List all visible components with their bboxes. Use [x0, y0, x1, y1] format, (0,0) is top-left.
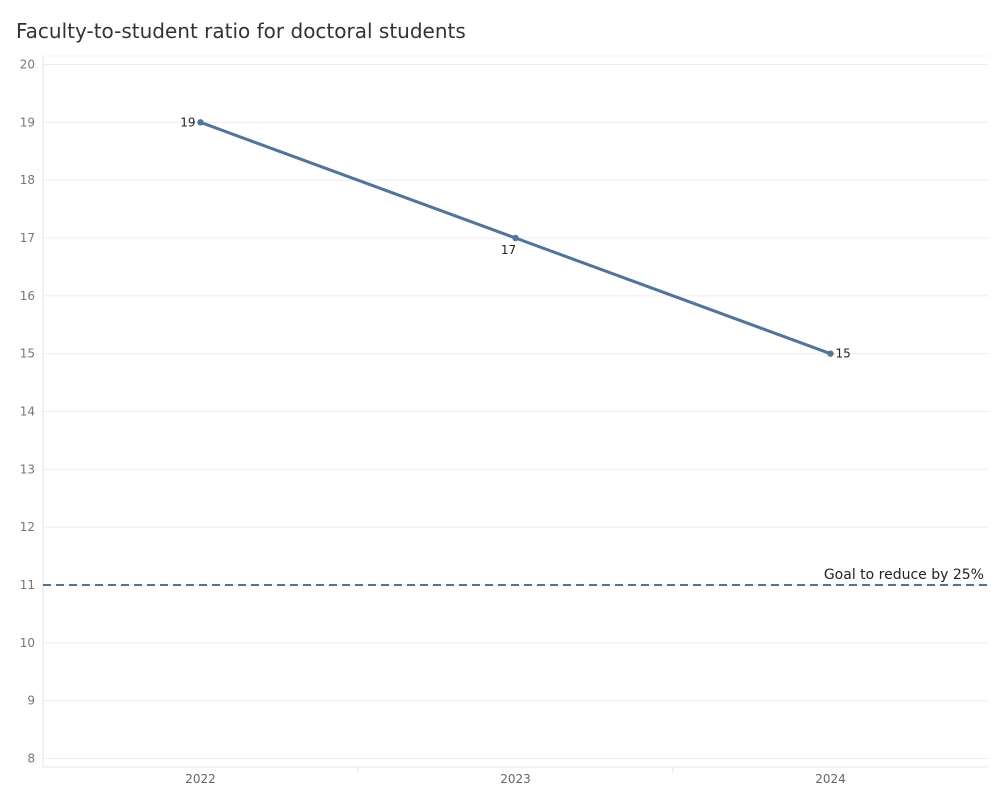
y-tick-label-12: 12 [20, 520, 35, 534]
data-label-2023: 17 [501, 243, 516, 257]
y-tick-label-18: 18 [20, 173, 35, 187]
x-tick-label-2023: 2023 [500, 772, 531, 786]
y-tick-label-13: 13 [20, 462, 35, 476]
data-point-2022 [197, 119, 204, 126]
goal-reference: Goal to reduce by 25% [43, 567, 988, 586]
data-point-2024 [827, 350, 834, 357]
data-label-2024: 15 [836, 347, 851, 361]
y-tick-label-20: 20 [20, 58, 35, 72]
y-tick-label-16: 16 [20, 289, 35, 303]
y-tick-label-19: 19 [20, 115, 35, 129]
x-tick-label-2024: 2024 [815, 772, 846, 786]
goal-line-label: Goal to reduce by 25% [824, 567, 984, 583]
y-tick-label-11: 11 [20, 578, 35, 592]
y-axis-ticks: 20 19 18 17 16 15 14 13 12 11 10 9 8 [20, 58, 35, 766]
data-point-2023 [512, 234, 519, 242]
series-layer: 19 17 15 [180, 115, 851, 360]
data-label-2022: 19 [180, 115, 195, 129]
chart-title: Faculty-to-student ratio for doctoral st… [16, 19, 466, 43]
y-tick-label-9: 9 [27, 694, 35, 708]
y-tick-label-14: 14 [20, 405, 35, 419]
y-tick-label-10: 10 [20, 636, 35, 650]
y-tick-label-17: 17 [20, 231, 35, 245]
axes [42, 55, 988, 773]
y-tick-label-15: 15 [20, 347, 35, 361]
y-tick-label-8: 8 [27, 752, 35, 766]
x-axis-ticks: 2022 2023 2024 [185, 772, 846, 786]
x-tick-label-2022: 2022 [185, 772, 216, 786]
grid-lines [43, 64, 988, 759]
